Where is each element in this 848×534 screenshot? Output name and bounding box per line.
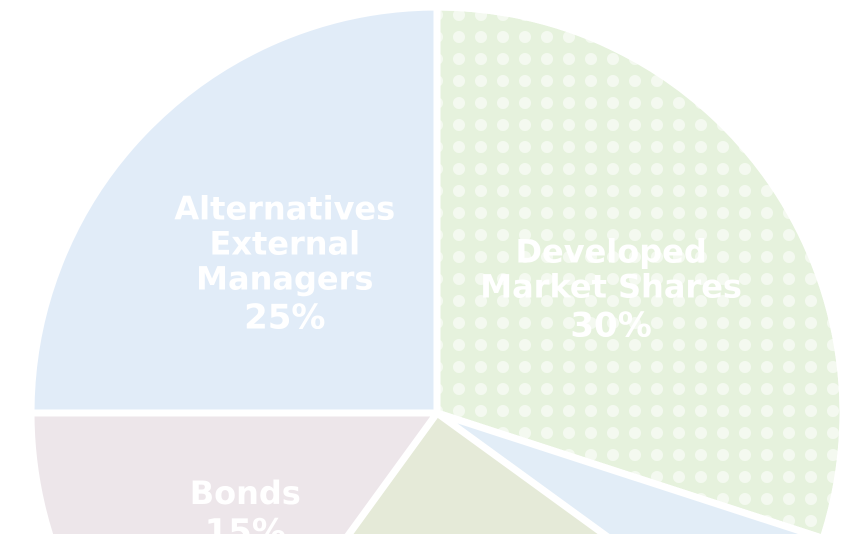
slice-value-label-developed-market-shares: 30% [570, 306, 651, 346]
pie-slice-slice-3 [344, 409, 610, 534]
slice-label-alternatives-external-managers-line-3: Managers [196, 259, 373, 297]
slice-label-bonds-line-1: Bonds [190, 474, 301, 512]
slice-label-alternatives-external-managers-line-2: External [209, 224, 360, 262]
pie-slices [27, 3, 847, 534]
pie-slice-alternatives-external-managers [27, 3, 441, 417]
slice-label-developed-market-shares-line-2: Market Shares [480, 268, 742, 306]
slice-value-label-bonds: 15% [205, 512, 286, 534]
slice-label-developed-market-shares-line-1: Developed [515, 233, 706, 271]
pie-slice-slice-2 [433, 409, 821, 534]
pie-slice-developed-market-shares-pattern [433, 3, 847, 534]
slice-value-label-alternatives-external-managers: 25% [244, 297, 325, 337]
pie-slice-bonds [27, 409, 441, 534]
slice-label-alternatives-external-managers-line-1: Alternatives [174, 189, 395, 227]
